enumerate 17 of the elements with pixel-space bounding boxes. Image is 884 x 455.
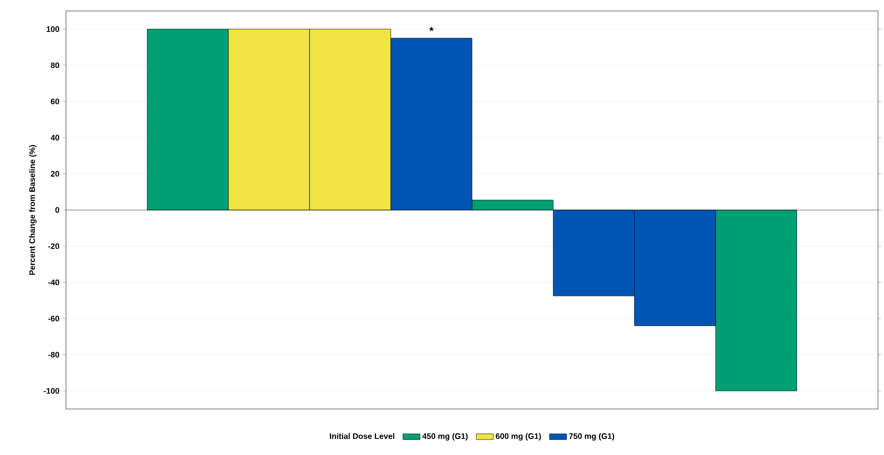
legend-label: 750 mg (G1) (569, 433, 614, 441)
y-tick-label: 0 (55, 207, 60, 213)
y-tick-label: 20 (50, 170, 60, 177)
legend-label: 600 mg (G1) (496, 433, 541, 441)
legend-label: 450 mg (G1) (422, 433, 468, 441)
y-tick-label: 100 (46, 26, 60, 32)
y-tick-label: -60 (48, 316, 60, 322)
y-tick-label: 40 (50, 134, 60, 140)
y-tick-label: -20 (48, 243, 60, 250)
y-axis-title: Percent Change from Baseline (%) (29, 145, 37, 275)
legend-title: Initial Dose Level (330, 433, 394, 439)
y-tick-label: -40 (48, 280, 60, 286)
y-tick-label: -100 (44, 388, 60, 394)
y-tick-label: 80 (50, 62, 60, 68)
data-label: * (429, 27, 434, 32)
y-tick-label: 60 (50, 98, 60, 104)
y-tick-label: -80 (48, 352, 60, 358)
